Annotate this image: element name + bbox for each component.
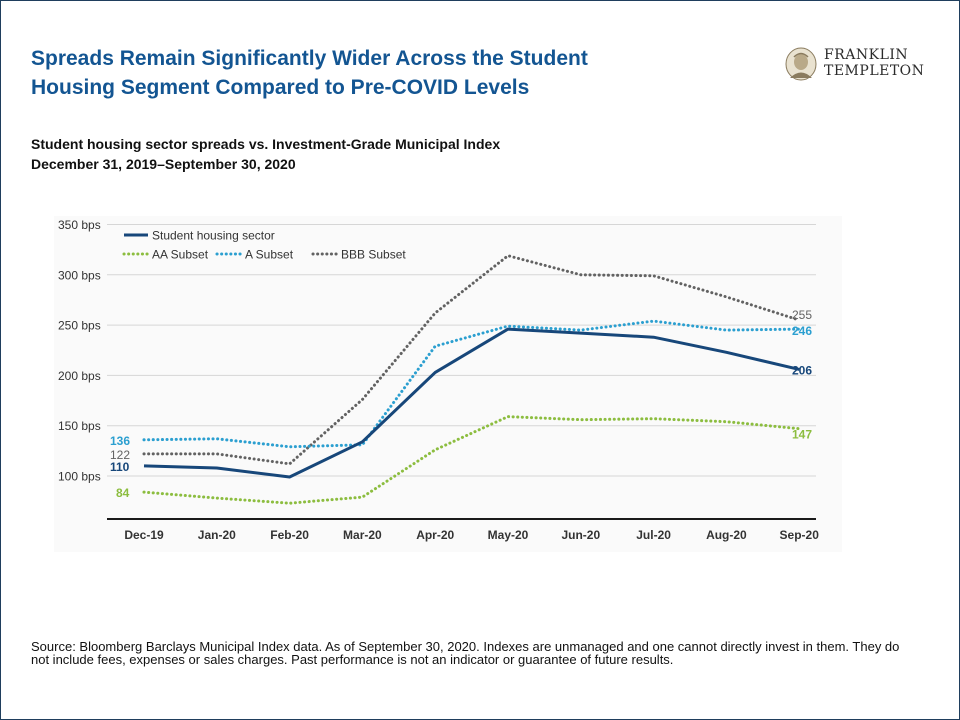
end-data-label: 206 xyxy=(792,363,812,377)
series-line-bbb-subset xyxy=(142,254,801,466)
series-line-a-subset xyxy=(142,319,801,449)
x-tick-label: Jun-20 xyxy=(561,528,600,542)
start-data-label: 110 xyxy=(110,460,130,474)
x-tick-label: Dec-19 xyxy=(124,528,164,542)
title-line-1: Spreads Remain Significantly Wider Acros… xyxy=(31,47,588,70)
x-tick-label: Mar-20 xyxy=(343,528,382,542)
chart-subtitle: Student housing sector spreads vs. Inves… xyxy=(31,136,501,152)
legend-label: A Subset xyxy=(245,248,294,262)
source-note: Source: Bloomberg Barclays Municipal Ind… xyxy=(31,639,900,667)
legend-label: BBB Subset xyxy=(341,248,406,262)
x-tick-label: Aug-20 xyxy=(706,528,747,542)
series-line-student-housing-sector xyxy=(143,327,800,479)
x-tick-label: Apr-20 xyxy=(416,528,454,542)
legend-label: AA Subset xyxy=(152,248,209,262)
title-line-2: Housing Segment Compared to Pre-COVID Le… xyxy=(31,76,530,99)
chart-date-range: December 31, 2019–September 30, 2020 xyxy=(31,156,296,172)
end-data-label: 246 xyxy=(792,324,812,338)
logo-line-2: TEMPLETON xyxy=(824,63,925,79)
y-tick-label: 150 bps xyxy=(58,419,101,433)
end-data-label: 255 xyxy=(792,308,812,322)
x-tick-label: May-20 xyxy=(488,528,529,542)
x-tick-label: Jul-20 xyxy=(636,528,671,542)
y-tick-label: 250 bps xyxy=(58,319,101,333)
y-tick-label: 300 bps xyxy=(58,268,101,282)
franklin-templeton-logo: FRANKLIN TEMPLETON xyxy=(784,47,944,81)
y-tick-label: 100 bps xyxy=(58,470,101,484)
spreads-line-chart: 350 bps 300 bps 250 bps 200 bps 150 bps 100 b… xyxy=(58,218,820,542)
chart-panel: 350 bps 300 bps 250 bps 200 bps 150 bps 100 b… xyxy=(54,216,842,552)
x-tick-label: Feb-20 xyxy=(270,528,309,542)
start-data-label: 136 xyxy=(110,434,130,448)
page-title: Spreads Remain Significantly Wider Acros… xyxy=(31,44,731,102)
start-data-label: 84 xyxy=(116,486,130,500)
y-tick-label: 200 bps xyxy=(58,369,101,383)
start-data-label: 122 xyxy=(110,448,130,462)
x-tick-label: Jan-20 xyxy=(198,528,236,542)
logo-line-1: FRANKLIN xyxy=(824,47,909,63)
franklin-portrait-icon xyxy=(785,47,817,81)
series-line-aa-subset xyxy=(142,415,801,505)
y-tick-label: 350 bps xyxy=(58,218,101,232)
end-data-label: 147 xyxy=(792,428,812,442)
x-tick-label: Sep-20 xyxy=(780,528,820,542)
legend-label: Student housing sector xyxy=(152,229,275,243)
